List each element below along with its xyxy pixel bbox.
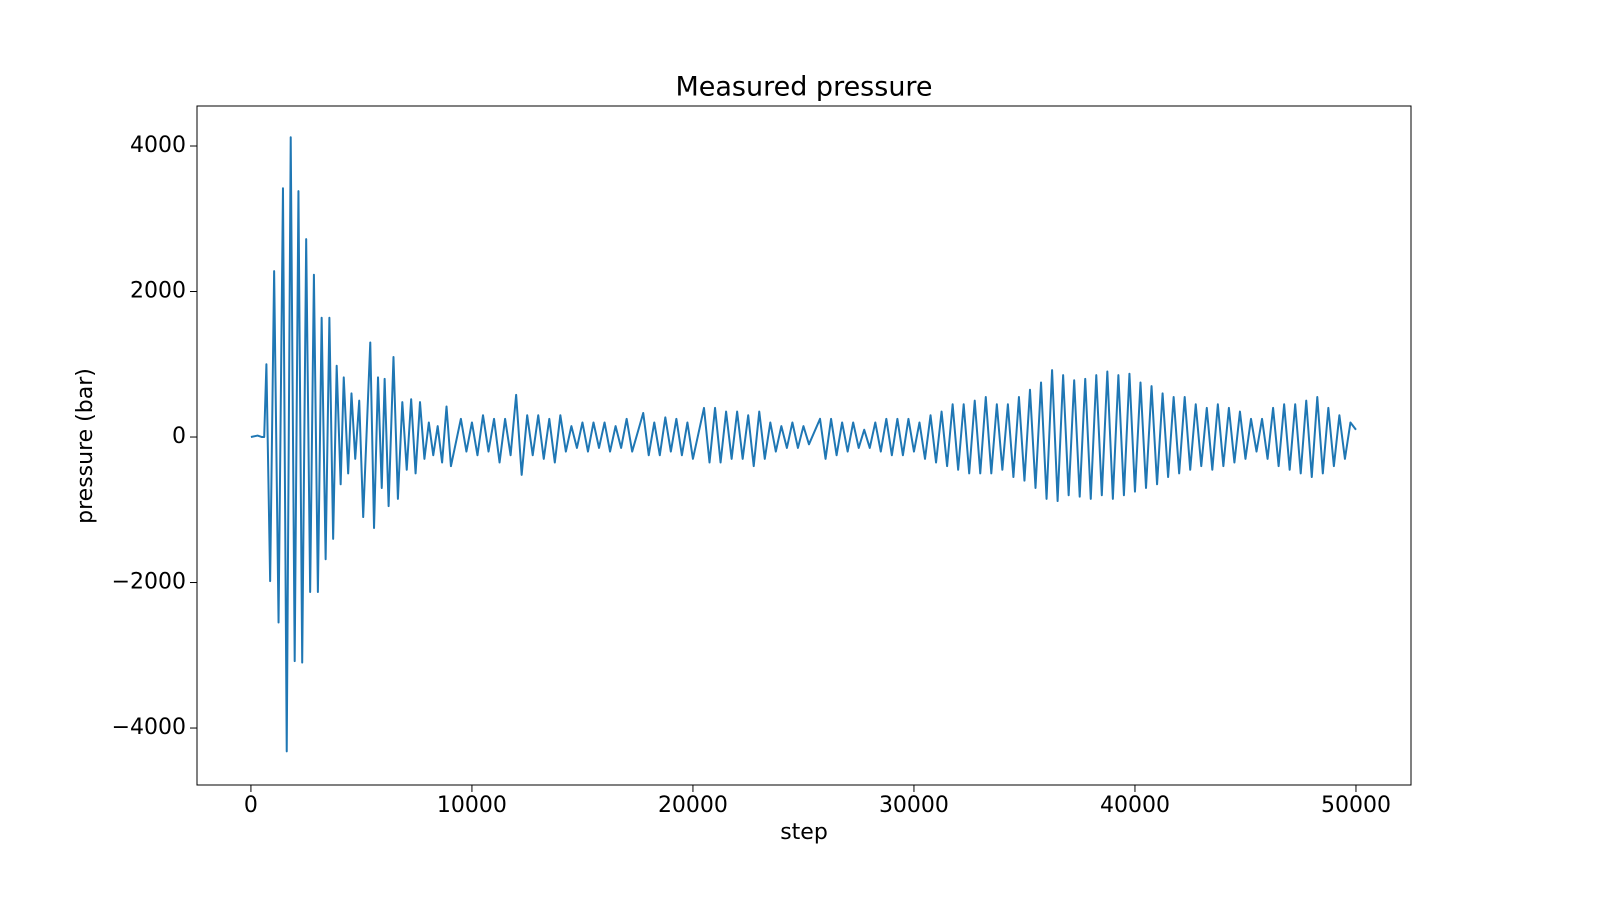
x-tick-label: 40000 <box>1100 793 1170 818</box>
y-tick-label: 2000 <box>130 279 186 304</box>
x-axis-label: step <box>780 820 828 845</box>
plot-frame <box>196 105 1412 786</box>
x-tick-label: 50000 <box>1321 793 1391 818</box>
y-tick-label: −2000 <box>112 570 186 595</box>
x-tick-label: 20000 <box>658 793 728 818</box>
y-tick-label: 4000 <box>130 133 186 158</box>
y-tick-label: −4000 <box>112 715 186 740</box>
chart-title: Measured pressure <box>675 72 932 103</box>
line <box>250 136 1357 753</box>
x-tick-label: 10000 <box>437 793 507 818</box>
x-tick-label: 0 <box>244 793 258 818</box>
y-tick-label: 0 <box>172 424 186 449</box>
x-tick-label: 30000 <box>879 793 949 818</box>
y-axis-label: pressure (bar) <box>73 368 98 524</box>
